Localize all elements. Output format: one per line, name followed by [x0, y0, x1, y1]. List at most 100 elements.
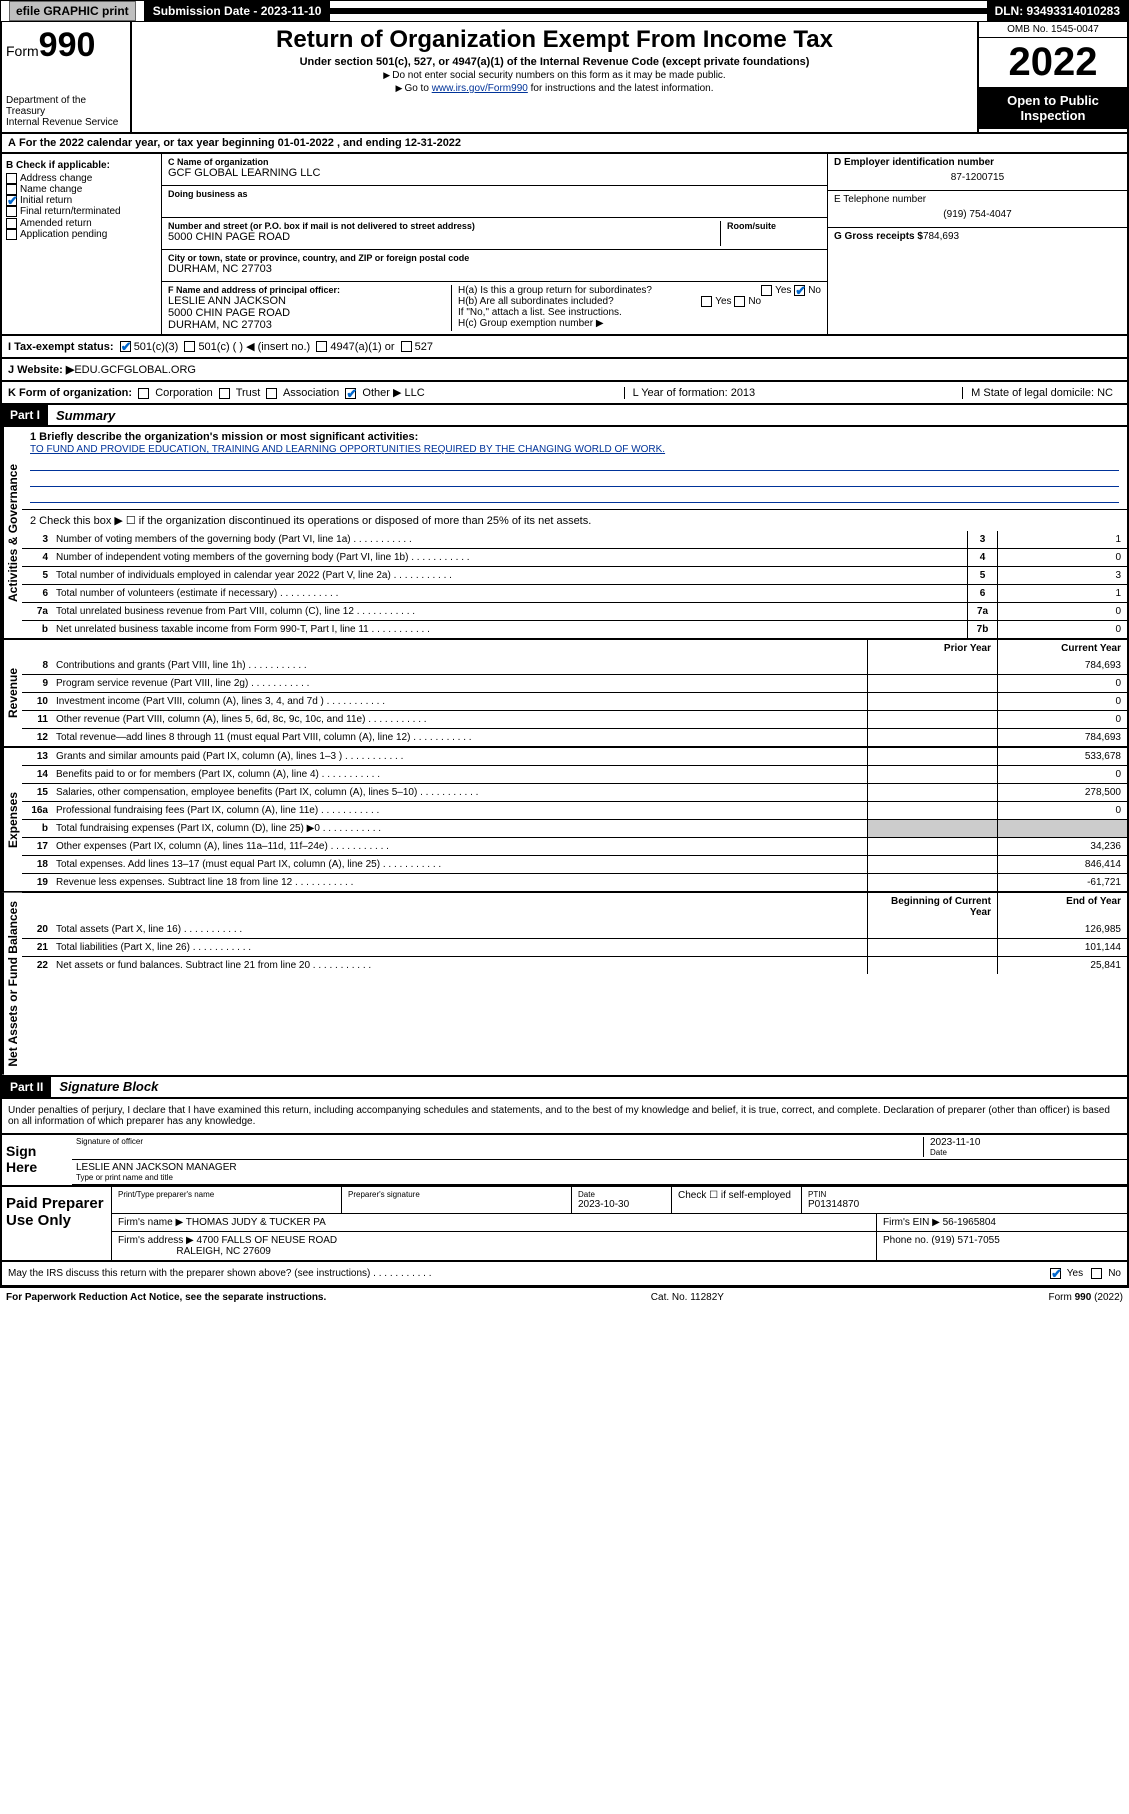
header-center: Return of Organization Exempt From Incom… [132, 22, 977, 132]
topbar-spacer [330, 8, 986, 14]
line-item: 5Total number of individuals employed in… [22, 566, 1127, 584]
checkbox[interactable] [6, 195, 17, 206]
part1-header: Part I Summary [0, 405, 1129, 427]
box-b-item: Name change [6, 184, 157, 195]
other-check[interactable] [345, 388, 356, 399]
part2-header: Part II Signature Block [0, 1077, 1129, 1099]
box-b-item: Application pending [6, 229, 157, 240]
form-label: Form990 [6, 26, 126, 65]
expenses-label: Expenses [2, 748, 22, 891]
line-item: 9Program service revenue (Part VIII, lin… [22, 674, 1127, 692]
501c-check[interactable] [184, 341, 195, 352]
box-f: F Name and address of principal officer:… [168, 285, 451, 331]
box-b: B Check if applicable: Address changeNam… [2, 154, 162, 334]
line-item: 7aTotal unrelated business revenue from … [22, 602, 1127, 620]
header-left: Form990 Department of the Treasury Inter… [2, 22, 132, 132]
netassets-label: Net Assets or Fund Balances [2, 893, 22, 1075]
efile-cell: efile GRAPHIC print [1, 1, 145, 21]
checkbox[interactable] [6, 173, 17, 184]
tax-year: 2022 [979, 38, 1127, 87]
box-b-item: Amended return [6, 218, 157, 229]
line-item: 10Investment income (Part VIII, column (… [22, 692, 1127, 710]
line-item: 6Total number of volunteers (estimate if… [22, 584, 1127, 602]
line-item: 11Other revenue (Part VIII, column (A), … [22, 710, 1127, 728]
corp-check[interactable] [138, 388, 149, 399]
line-item: 21Total liabilities (Part X, line 26)101… [22, 938, 1127, 956]
ha-yes[interactable] [761, 285, 772, 296]
officer-name-line: LESLIE ANN JACKSON MANAGER Type or print… [72, 1160, 1127, 1185]
paid-preparer: Paid Preparer Use Only Print/Type prepar… [0, 1187, 1129, 1262]
line-item: 8Contributions and grants (Part VIII, li… [22, 657, 1127, 674]
dept-label: Department of the Treasury [6, 95, 126, 117]
efile-button[interactable]: efile GRAPHIC print [9, 1, 136, 21]
row-c-dba: Doing business as [162, 186, 827, 218]
open-public: Open to Public Inspection [979, 87, 1127, 129]
box-d: D Employer identification number 87-1200… [828, 154, 1127, 191]
row-f-h: F Name and address of principal officer:… [162, 282, 827, 334]
line-item: 22Net assets or fund balances. Subtract … [22, 956, 1127, 974]
section-expenses: Expenses 13Grants and similar amounts pa… [0, 748, 1129, 893]
line-item: 15Salaries, other compensation, employee… [22, 783, 1127, 801]
line-item: 16aProfessional fundraising fees (Part I… [22, 801, 1127, 819]
checkbox[interactable] [6, 229, 17, 240]
ha: H(a) Is this a group return for subordin… [458, 285, 821, 296]
501c3-check[interactable] [120, 341, 131, 352]
line-item: 3Number of voting members of the governi… [22, 531, 1127, 548]
discuss-no[interactable] [1091, 1268, 1102, 1279]
row-i: I Tax-exempt status: 501(c)(3) 501(c) ( … [0, 336, 1129, 359]
line-item: bNet unrelated business taxable income f… [22, 620, 1127, 638]
trust-check[interactable] [219, 388, 230, 399]
hb: H(b) Are all subordinates included? Yes … [458, 296, 821, 307]
subtitle: Under section 501(c), 527, or 4947(a)(1)… [140, 56, 969, 68]
revenue-label: Revenue [2, 640, 22, 746]
ha-no[interactable] [794, 285, 805, 296]
hc: H(c) Group exemption number ▶ [458, 318, 821, 329]
line-item: 18Total expenses. Add lines 13–17 (must … [22, 855, 1127, 873]
box-e: E Telephone number (919) 754-4047 [828, 191, 1127, 228]
row-c-addr: Number and street (or P.O. box if mail i… [162, 218, 827, 250]
assoc-check[interactable] [266, 388, 277, 399]
header-right: OMB No. 1545-0047 2022 Open to Public In… [977, 22, 1127, 132]
line-item: 17Other expenses (Part IX, column (A), l… [22, 837, 1127, 855]
form-title: Return of Organization Exempt From Incom… [140, 26, 969, 54]
irs-label: Internal Revenue Service [6, 117, 126, 128]
row-c-name: C Name of organization GCF GLOBAL LEARNI… [162, 154, 827, 186]
sig-officer-line: Signature of officer 2023-11-10Date [72, 1135, 1127, 1160]
footer: For Paperwork Reduction Act Notice, see … [0, 1287, 1129, 1307]
line2: 2 Check this box ▶ ☐ if the organization… [22, 509, 1127, 531]
hb-no[interactable] [734, 296, 745, 307]
header-block: Form990 Department of the Treasury Inter… [0, 22, 1129, 134]
line-item: 14Benefits paid to or for members (Part … [22, 765, 1127, 783]
instructions-link[interactable]: www.irs.gov/Form990 [432, 83, 528, 94]
hb-note: If "No," attach a list. See instructions… [458, 307, 821, 318]
section-netassets: Net Assets or Fund Balances Beginning of… [0, 893, 1129, 1077]
note2: Go to www.irs.gov/Form990 for instructio… [140, 83, 969, 94]
line-item: 12Total revenue—add lines 8 through 11 (… [22, 728, 1127, 746]
hb-yes[interactable] [701, 296, 712, 307]
527-check[interactable] [401, 341, 412, 352]
line-item: 20Total assets (Part X, line 16)126,985 [22, 921, 1127, 938]
row-k: K Form of organization: Corporation Trus… [0, 382, 1129, 405]
block-bcdefghij: B Check if applicable: Address changeNam… [0, 154, 1129, 336]
line-a: A For the 2022 calendar year, or tax yea… [0, 134, 1129, 154]
checkbox[interactable] [6, 218, 17, 229]
box-b-item: Initial return [6, 195, 157, 206]
sign-here-block: Sign Here Signature of officer 2023-11-1… [0, 1135, 1129, 1187]
box-b-item: Address change [6, 173, 157, 184]
row-c-city: City or town, state or province, country… [162, 250, 827, 282]
note1: Do not enter social security numbers on … [140, 70, 969, 81]
discuss-yes[interactable] [1050, 1268, 1061, 1279]
checkbox[interactable] [6, 206, 17, 217]
row-j: J Website: ▶ EDU.GCFGLOBAL.ORG [0, 359, 1129, 382]
topbar: efile GRAPHIC print Submission Date - 20… [0, 0, 1129, 22]
box-g: G Gross receipts $784,693 [828, 228, 1127, 245]
governance-label: Activities & Governance [2, 427, 22, 638]
line-item: bTotal fundraising expenses (Part IX, co… [22, 819, 1127, 837]
col-headers2: Beginning of Current Year End of Year [22, 893, 1127, 921]
4947-check[interactable] [316, 341, 327, 352]
penalty-text: Under penalties of perjury, I declare th… [0, 1099, 1129, 1135]
discuss-row: May the IRS discuss this return with the… [0, 1262, 1129, 1287]
omb: OMB No. 1545-0047 [979, 22, 1127, 38]
col-defgh: D Employer identification number 87-1200… [827, 154, 1127, 334]
col-headers: Prior Year Current Year [22, 640, 1127, 657]
